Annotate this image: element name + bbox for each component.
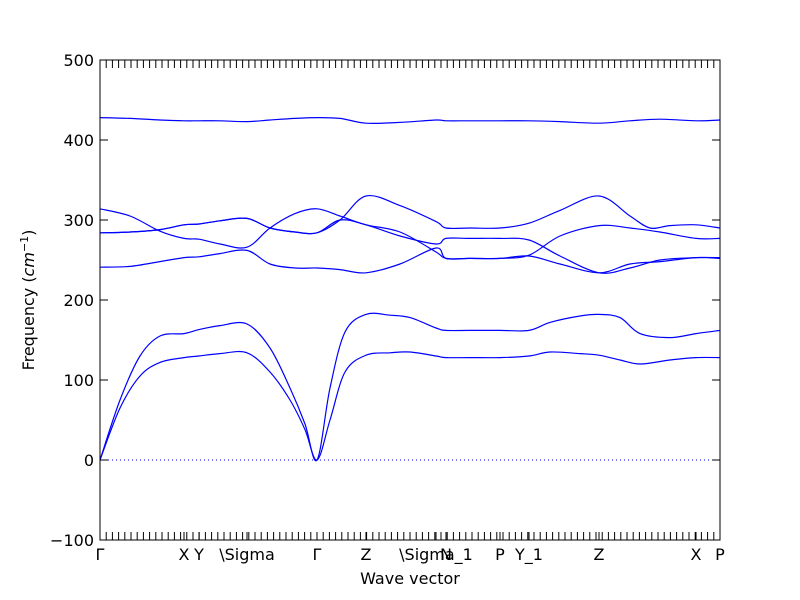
- x-axis-label: Wave vector: [360, 569, 460, 588]
- y-tick-label: −100: [50, 531, 94, 550]
- band-line-2: [99, 312, 721, 462]
- y-axis-label-close: ): [19, 230, 38, 236]
- plot-frame: [99, 59, 721, 541]
- y-tick-label: 0: [84, 451, 94, 470]
- x-tick-label: P: [715, 545, 725, 564]
- x-tick-label: N: [440, 545, 452, 564]
- x-tick-label: Y_1: [514, 545, 543, 565]
- x-tick-label: Γ: [96, 545, 105, 564]
- band-line-6: [99, 194, 721, 235]
- x-tick-label: P: [495, 545, 505, 564]
- x-tick-label: Γ: [313, 545, 322, 564]
- y-tick-label: 500: [63, 51, 94, 70]
- axis-ticks-layer: [99, 59, 721, 541]
- x-tick-label: X: [179, 545, 190, 564]
- y-tick-label: 100: [63, 371, 94, 390]
- y-tick-label: 300: [63, 211, 94, 230]
- band-line-7: [99, 116, 721, 125]
- y-tick-label: 400: [63, 131, 94, 150]
- x-tick-label: Z: [594, 545, 605, 564]
- x-tick-label: Z: [361, 545, 372, 564]
- y-axis-label: Frequency (cm−1): [18, 230, 38, 371]
- x-tick-label: \Sigma_1: [399, 545, 473, 565]
- y-axis-label-exponent: −1: [18, 236, 31, 252]
- y-axis-label-unit: cm: [19, 252, 38, 276]
- band-line-1: [99, 350, 721, 461]
- x-tick-label: Y: [193, 545, 204, 564]
- x-tick-label: \Sigma: [219, 545, 275, 564]
- band-line-4: [99, 208, 721, 260]
- band-lines-layer: [99, 116, 721, 462]
- y-axis-label-text: Frequency (: [19, 276, 38, 370]
- x-tick-label: X: [691, 545, 702, 564]
- y-tick-label: 200: [63, 291, 94, 310]
